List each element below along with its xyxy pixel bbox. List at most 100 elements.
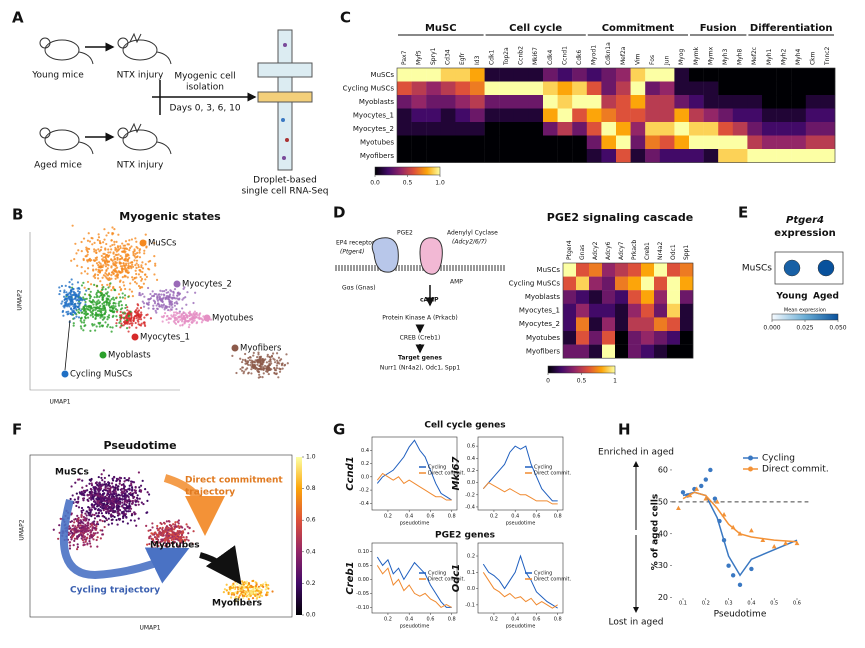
cell-dot [187,532,190,535]
cell-dot [181,526,184,529]
cell-dot [159,521,162,525]
cell-dot [70,528,73,531]
cell-dot [105,496,108,500]
cell-dot [118,517,122,521]
heatmap-cell [484,122,500,136]
label: single cell RNA-Seq [241,187,328,197]
cell-dot [86,522,90,525]
cell-dot [167,321,170,324]
heatmap-cell [543,81,558,96]
cell-dot [73,258,76,261]
cell-dot [121,265,124,268]
cell-dot [158,295,161,298]
cell-dot [99,529,102,532]
cell-dot [85,289,88,292]
cell-dot [87,305,90,308]
cell-dot [254,359,257,362]
cell-dot [151,522,154,525]
heatmap-cell [747,95,763,109]
cell-dot [252,354,255,357]
cell-dot [258,587,261,590]
cell-dot [81,486,84,489]
heatmap-cell [628,317,642,332]
cell-dot [176,530,179,533]
cell-dot [251,362,254,365]
heatmap-cell [411,68,427,82]
cell-dot [272,357,275,360]
cell-dot [184,318,187,321]
cell-dot [198,314,201,317]
cell-dot [137,284,141,288]
cell-dot [107,500,111,503]
heatmap-cell [397,149,412,163]
cell-dot [77,530,80,533]
cell-dot [117,253,120,256]
heatmap-cell [411,108,427,123]
tick-label: 0.8 [448,617,456,623]
column-label: Top2a [503,47,510,66]
cell-dot [125,515,128,519]
cell-dot [108,495,111,498]
cell-dot [68,544,72,547]
cell-dot [97,512,100,515]
cell-dot [79,519,82,522]
cell-dot [123,492,126,496]
heatmap-cell [455,122,471,136]
heatmap-cell [484,135,500,150]
cell-dot [97,321,100,325]
cell-dot [71,283,74,286]
cell-dot [128,326,131,329]
cell-dot [110,271,114,274]
cell-dot [119,246,122,250]
cell-dot [115,310,119,313]
cell-dot [128,498,131,501]
cell-dot [105,242,108,246]
cell-dot [82,544,85,547]
cell-dot [89,290,92,293]
cell-dot [222,591,225,594]
cell-dot [134,256,137,259]
cell-dot [98,493,102,496]
label: CREB (Creb1) [400,335,441,342]
legend-label: Cycling [534,465,552,471]
cell-dot [106,267,109,270]
cell-dot [149,317,153,320]
cell-dot [268,362,271,366]
cell-dot [74,517,77,521]
cell-dot [99,502,102,506]
cell-dot [117,270,120,273]
cluster-label: Myoblasts [108,351,151,361]
cell-dot [107,248,110,251]
tick-label: 0.5 [403,180,413,187]
cell-dot [113,258,116,261]
cell-dot [96,273,100,276]
cell-dot [101,519,104,523]
cell-dot [77,517,80,520]
cell-dot [121,520,125,523]
cell-dot [97,514,100,517]
heatmap-cell [776,149,792,163]
heatmap-cell [484,108,500,123]
cell-dot [163,541,166,544]
cell-dot [108,276,111,280]
heatmap-cell [805,149,821,163]
cell-dot [141,267,145,270]
cell-dot [96,309,100,313]
cell-dot [109,507,112,510]
cell-dot [124,312,127,315]
heatmap-cell [601,149,617,163]
cell-dot [115,248,118,251]
heatmap-cell [440,95,456,109]
column-label: Adcy7 [618,241,625,260]
cell-dot [121,490,124,493]
cell-dot [261,376,264,379]
cell-dot [118,321,121,324]
cell-dot [123,268,126,271]
heatmap-cell [543,135,558,150]
cell-dot [133,513,136,516]
cell-dot [255,583,258,586]
cell-dot [274,361,277,364]
cell-dot [80,513,83,516]
cell-dot [87,527,90,530]
cell-dot [87,529,90,533]
